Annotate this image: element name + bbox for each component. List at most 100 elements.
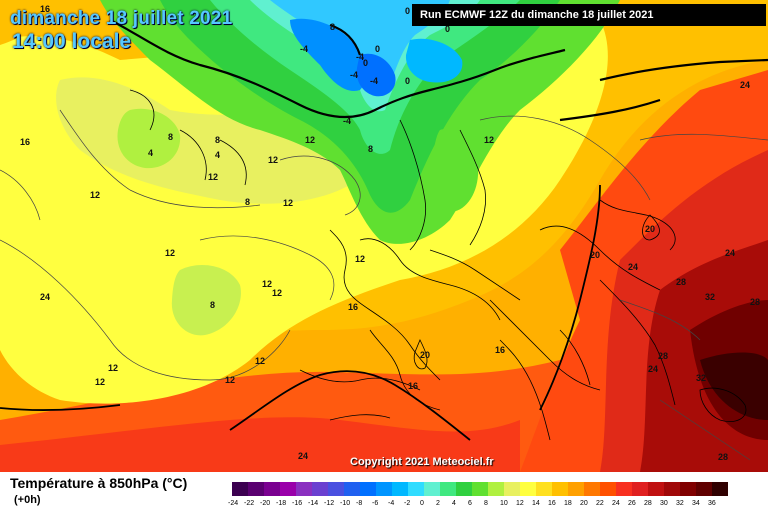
scale-swatch <box>648 482 664 496</box>
isotherms <box>0 109 768 461</box>
scale-swatch <box>296 482 312 496</box>
isotherm-label: 0 <box>363 58 368 68</box>
isotherm-label: 4 <box>148 148 153 158</box>
zone-16-nw <box>0 0 60 45</box>
isotherm-label: 28 <box>750 297 760 307</box>
zone-minus2-east <box>405 38 463 83</box>
scale-swatch <box>664 482 680 496</box>
isotherm-label: 8 <box>330 22 335 32</box>
scale-tick-label: 2 <box>436 500 440 507</box>
isotherm-label: 12 <box>108 363 118 373</box>
scale-tick-label: -16 <box>292 500 303 507</box>
scale-tick-label: 22 <box>596 500 604 507</box>
isotherm-label: 12 <box>262 279 272 289</box>
scale-swatch <box>520 482 536 496</box>
isotherm-label: 16 <box>20 137 30 147</box>
color-scale-ticks: -24 -22 -20 -18 -16 -14 -12 -10 -8 -6 -4 -2 0 2 4 6 8 10 1… <box>228 500 728 507</box>
zone-minus4 <box>290 18 366 91</box>
isotherm-label: 12 <box>272 288 282 298</box>
scale-tick-label: 36 <box>708 500 716 507</box>
isotherm-label: 20 <box>590 250 600 260</box>
legend-title: Température à 850hPa (°C) <box>10 475 188 491</box>
isotherm-label: 24 <box>648 364 658 374</box>
scale-tick-label: 20 <box>580 500 588 507</box>
isotherm-label: 12 <box>95 377 105 387</box>
scale-swatch <box>328 482 344 496</box>
isotherm-label: 12 <box>283 198 293 208</box>
zone-minus6 <box>356 53 396 97</box>
isotherm-label: -4 <box>300 44 308 54</box>
isotherm-label: 24 <box>40 292 50 302</box>
isotherm-label: 32 <box>696 373 706 383</box>
zone-8-west <box>171 265 241 336</box>
isotherm-label: 16 <box>408 381 418 391</box>
scale-tick-label: -8 <box>356 500 363 507</box>
scale-swatch <box>408 482 424 496</box>
scale-tick-label: 28 <box>644 500 652 507</box>
scale-tick-label: -20 <box>260 500 271 507</box>
isotherm-label: 32 <box>705 292 715 302</box>
isotherm-label: 0 <box>445 24 450 34</box>
scale-tick-label: 30 <box>660 500 668 507</box>
zone-8-north <box>117 108 181 169</box>
isotherm-label: 12 <box>165 248 175 258</box>
map-time: 14:00 locale <box>12 30 132 53</box>
zone-22 <box>0 417 520 472</box>
scale-tick-label: 24 <box>612 500 620 507</box>
isotherm-label: 8 <box>368 144 373 154</box>
copyright: Copyright 2021 Meteociel.fr <box>350 456 494 468</box>
isotherm-label: -4 <box>370 76 378 86</box>
scale-swatch <box>632 482 648 496</box>
scale-tick-label: -18 <box>276 500 287 507</box>
isotherm-label: 16 <box>495 345 505 355</box>
scale-swatch <box>232 482 248 496</box>
isotherm-label: -4 <box>343 116 351 126</box>
isotherm-label: 28 <box>658 351 668 361</box>
map-date: dimanche 18 juillet 2021 <box>10 8 233 29</box>
scale-swatch <box>264 482 280 496</box>
isotherm-label: 16 <box>40 4 50 14</box>
isotherm-label: -4 <box>356 52 364 62</box>
isotherm-label: 8 <box>210 300 215 310</box>
zone-east-34 <box>700 352 768 420</box>
scale-tick-label: -24 <box>228 500 239 507</box>
scale-swatch <box>344 482 360 496</box>
scale-tick-label: 14 <box>532 500 540 507</box>
isotherm-label: 12 <box>225 375 235 385</box>
scale-swatch <box>600 482 616 496</box>
isotherm-20 <box>0 184 601 441</box>
isotherm-label: 12 <box>268 155 278 165</box>
scale-tick-label: 34 <box>692 500 700 507</box>
temperature-map: 0 0 0 0 -4 -4 -4 -4 -4 0 4 4 8 8 8 8 8 8 12 12 12 12 12 12 12 12 1… <box>0 0 768 472</box>
isotherm-label: 20 <box>420 350 430 360</box>
scale-tick-label: -22 <box>244 500 255 507</box>
isotherm-label: 12 <box>208 172 218 182</box>
scale-tick-label: -6 <box>372 500 379 507</box>
scale-tick-label: 16 <box>548 500 556 507</box>
legend-subtitle: (+0h) <box>14 494 41 506</box>
isotherm-label: 16 <box>348 302 358 312</box>
isotherm-label: 0 <box>405 76 410 86</box>
scale-swatch <box>248 482 264 496</box>
zone-10 <box>56 77 373 204</box>
isotherm-zero <box>109 19 768 122</box>
isotherm-label: 24 <box>298 451 308 461</box>
scale-tick-label: -12 <box>324 500 335 507</box>
isotherm-label: 0 <box>375 44 380 54</box>
isotherm-label: 20 <box>645 224 655 234</box>
scale-tick-label: 32 <box>676 500 684 507</box>
scale-tick-label: 8 <box>484 500 488 507</box>
scale-swatch <box>456 482 472 496</box>
color-scale <box>232 482 728 496</box>
scale-swatch <box>280 482 296 496</box>
isotherm-label: 24 <box>628 262 638 272</box>
isotherm-label: 8 <box>215 135 220 145</box>
scale-swatch <box>568 482 584 496</box>
scale-swatch <box>472 482 488 496</box>
zone-6-norway <box>431 129 479 213</box>
isotherm-label: 12 <box>305 135 315 145</box>
scale-swatch <box>360 482 376 496</box>
scale-swatch <box>504 482 520 496</box>
